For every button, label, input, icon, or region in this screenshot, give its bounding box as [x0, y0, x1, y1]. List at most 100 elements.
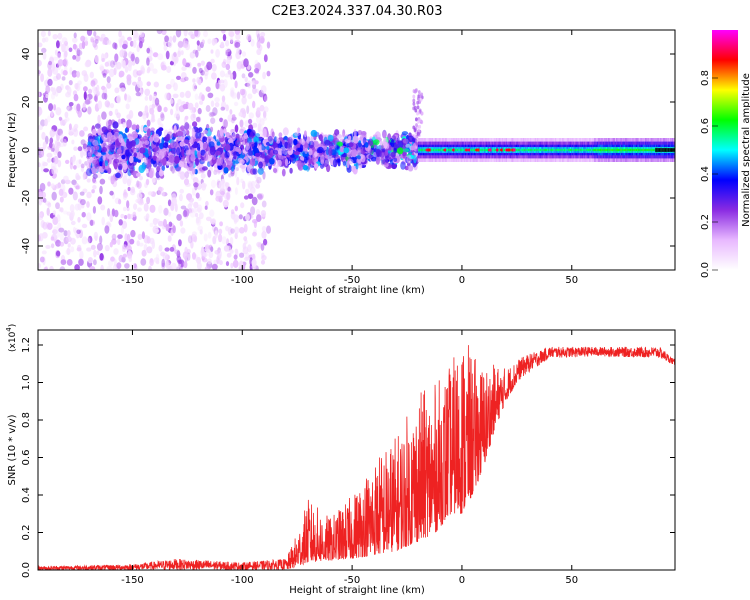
spectrogram-cell [226, 191, 231, 201]
spectrogram-cell [190, 113, 196, 122]
spectrogram-cell [52, 210, 57, 216]
spectrogram-cell [118, 155, 122, 161]
spectrogram-cell [80, 149, 84, 158]
spectrogram-cell [266, 145, 270, 151]
spectrogram-cell [109, 241, 113, 248]
spectrogram-cell [132, 211, 137, 218]
spectrogram-cell [308, 148, 313, 156]
spectrogram-cell [107, 208, 111, 217]
spectrogram-cell [118, 219, 123, 226]
spectrogram-cell [641, 148, 644, 152]
spectrogram-cell [112, 121, 119, 129]
spectrogram-cell [240, 202, 245, 209]
spectrogram-cell [185, 90, 191, 99]
spectrogram-cell [218, 233, 223, 243]
spectrogram-cell [278, 132, 283, 138]
spectrogram-cell [419, 97, 423, 102]
spectrogram-cell [173, 55, 179, 63]
spectrogram-cell [397, 140, 404, 149]
spectrogram-cell [197, 225, 203, 232]
spectrogram-cell [117, 238, 121, 246]
spectrogram-cell [248, 141, 255, 148]
spectrogram-cell [239, 88, 246, 96]
spectrogram-cell [420, 111, 424, 116]
spectrogram-cell [225, 63, 231, 71]
spectrogram-cell [54, 145, 60, 154]
spectrogram-cell [286, 143, 293, 151]
spectrogram-cell [269, 158, 275, 165]
spectrogram-cell [231, 165, 235, 172]
spectrogram-cell [56, 86, 62, 94]
spectrogram-cell [169, 246, 175, 252]
spectrogram-cell [118, 254, 124, 263]
spectrogram-cell [46, 152, 53, 158]
spectrogram-cell [72, 43, 77, 50]
spectrogram-cell [179, 91, 185, 98]
spectrogram-cell [87, 152, 92, 157]
spectrogram-cell [57, 222, 62, 231]
spectrogram-cell [89, 219, 95, 226]
spectrogram-cell [390, 139, 395, 148]
spectrogram-cell [629, 148, 632, 152]
spectrogram-cell [243, 195, 249, 200]
spectrogram-cell [208, 251, 214, 259]
spectrogram-cell [44, 118, 48, 127]
spectrogram-cell [502, 148, 505, 152]
spectrogram-cell [230, 209, 235, 215]
spectrogram-cell [573, 148, 576, 152]
spectrogram-cell [104, 61, 110, 67]
spectrogram-cell [221, 95, 226, 103]
spectrogram-x-ticks: -150 -100 -50 0 50 [121, 30, 578, 286]
spectrogram-cell [148, 137, 154, 142]
spectrogram-cell [127, 62, 132, 72]
spectrogram-cell [593, 148, 596, 152]
spectrogram-cell [192, 121, 198, 128]
spectrogram-cell [418, 148, 420, 152]
spectrogram-cell [133, 263, 137, 269]
spectrogram-cell [218, 228, 223, 235]
spectrogram-cell [101, 151, 107, 156]
spectrogram-cell [246, 34, 252, 41]
spectrogram-cell [207, 38, 212, 45]
spectrogram-cell [196, 40, 200, 46]
spectrogram-cell [578, 148, 580, 152]
spectrogram-cell [177, 99, 182, 106]
spectrogram-cell [183, 178, 190, 186]
spectrogram-cell [153, 146, 158, 152]
spectrogram-cell [228, 173, 232, 178]
spectrogram-cell [186, 248, 191, 255]
spectrogram-cell [281, 139, 285, 145]
spectrogram-cell [252, 231, 257, 237]
spectrogram-cell [109, 103, 115, 109]
spectrogram-cell [111, 233, 117, 241]
spectrogram-cell [59, 266, 66, 270]
spectrogram-cell [231, 114, 236, 119]
spectrogram-cell [75, 54, 81, 62]
spectrogram-cell [252, 122, 258, 128]
spectrogram-cell [554, 148, 556, 152]
spectrogram-cell [203, 233, 208, 242]
spectrogram-cell [254, 68, 260, 74]
spectrogram-cell [179, 171, 186, 180]
colorbar: 0.00.20.40.60.8 Normalized spectral ampl… [700, 30, 750, 278]
spectrogram-cell [557, 148, 560, 152]
spectrogram-cell [260, 85, 267, 94]
spectrogram-cell [195, 116, 201, 123]
spectrogram-cell [665, 148, 668, 152]
spectrogram-cell [171, 197, 177, 206]
spectrogram-cell [148, 265, 152, 270]
spectrogram-cell [195, 212, 199, 218]
spectrogram-cell [125, 94, 131, 103]
spectrogram-cell [258, 123, 262, 128]
spectrogram-cell [207, 92, 214, 99]
spectrogram-cell [569, 148, 572, 152]
spectrogram-cell [516, 148, 519, 152]
spectrogram-cell [39, 211, 45, 218]
spectrogram-cell [440, 148, 442, 152]
spectrogram-cell [45, 85, 51, 94]
spectrogram-cell [144, 152, 149, 158]
spectrogram-cell [126, 176, 133, 184]
spectrogram-cell [63, 118, 68, 124]
spectrogram-cell [639, 148, 641, 152]
